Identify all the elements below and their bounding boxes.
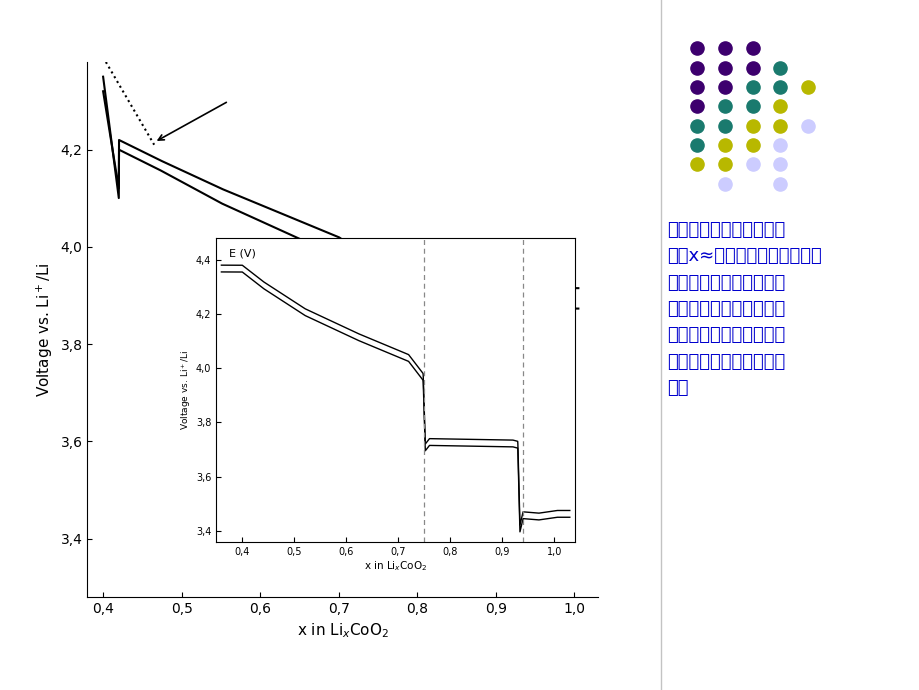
Point [717,101,732,112]
Point [717,120,732,131]
Point [744,120,759,131]
Y-axis label: Voltage vs. Li$^+$/Li: Voltage vs. Li$^+$/Li [179,350,193,430]
Y-axis label: Voltage vs. Li$^+$/Li: Voltage vs. Li$^+$/Li [35,262,55,397]
Point [772,81,787,92]
Point [689,43,704,54]
Point [689,139,704,150]
Point [717,81,732,92]
X-axis label: x in Li$_x$CoO$_2$: x in Li$_x$CoO$_2$ [364,560,426,573]
Point [772,120,787,131]
Point [689,159,704,170]
Point [800,120,814,131]
Point [717,139,732,150]
Point [689,120,704,131]
Point [772,178,787,189]
Point [717,159,732,170]
Text: E (V): E (V) [229,249,255,259]
Point [744,43,759,54]
Point [689,62,704,73]
Text: 充电约一半时锂离子脱嵌
（（x≈０．５），构造上由六
方晶体向单斜晶体转化。
随着锂脱嵌反应的进行氧
羽层间距扩大，当一半以
上脱嵌时结构有破坏的趋
势。: 充电约一半时锂离子脱嵌 （（x≈０．５），构造上由六 方晶体向单斜晶体转化。 随… [666,221,821,397]
Point [717,43,732,54]
Point [689,101,704,112]
Point [717,178,732,189]
Point [744,62,759,73]
Point [744,159,759,170]
Point [772,159,787,170]
Point [772,62,787,73]
Point [800,81,814,92]
Point [744,81,759,92]
Point [689,81,704,92]
Point [744,139,759,150]
Point [744,101,759,112]
Point [717,62,732,73]
X-axis label: x in Li$_x$CoO$_2$: x in Li$_x$CoO$_2$ [296,621,389,640]
Point [772,139,787,150]
Point [772,101,787,112]
